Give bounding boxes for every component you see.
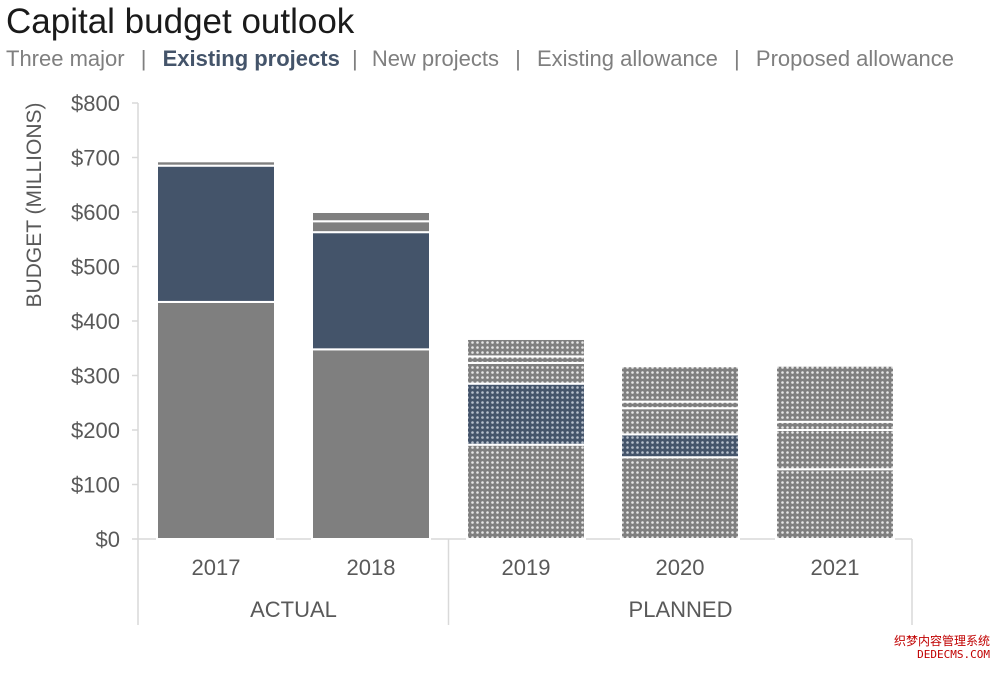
bar-segment-2018-proposed-allowance (311, 211, 431, 223)
bar-segment-2018-three-major (311, 348, 431, 540)
y-tick-label: $600 (71, 200, 120, 225)
bar-segment-2019-new-projects (466, 361, 586, 385)
bars (156, 160, 895, 540)
bar-segment-2020-proposed-allowance (620, 365, 740, 403)
bar-segment-2020-three-major (620, 456, 740, 540)
legend-separator: | (734, 46, 740, 71)
legend-item-proposed-allowance: Proposed allowance (755, 46, 955, 71)
bar-segment-2017-proposed-allowance (156, 160, 276, 167)
y-tick-label: $200 (71, 418, 120, 443)
x-tick-label: 2021 (811, 555, 860, 580)
watermark: 织梦内容管理系统 DEDECMS.COM (894, 634, 990, 662)
bar-segment-2020-new-projects (620, 407, 740, 436)
legend-item-three-major: Three major (6, 46, 125, 71)
group-label-actual: ACTUAL (250, 597, 337, 622)
x-tick-label: 2020 (656, 555, 705, 580)
legend-item-new-projects: New projects (371, 46, 499, 71)
bar-segment-2019-existing-projects (466, 382, 586, 446)
watermark-line1: 织梦内容管理系统 (893, 634, 990, 648)
legend-item-existing-allowance: Existing allowance (536, 46, 718, 71)
x-tick-label: 2017 (192, 555, 241, 580)
y-tick-label: $400 (71, 309, 120, 334)
bar-segment-2018-existing-allowance (311, 220, 431, 234)
legend-item-existing-projects: Existing projects (162, 46, 340, 71)
bar-segment-2017-existing-projects (156, 164, 276, 303)
bar-segment-2021-proposed-allowance (775, 364, 895, 423)
legend-separator: | (140, 46, 147, 71)
x-tick-label: 2019 (502, 555, 551, 580)
y-tick-label: $700 (71, 146, 120, 171)
group-label-planned: PLANNED (629, 597, 733, 622)
bar-segment-2017-three-major (156, 300, 276, 540)
legend-separator: | (515, 46, 521, 71)
y-tick-label: $100 (71, 473, 120, 498)
bar-segment-2021-new-projects (775, 429, 895, 471)
y-tick-label: $0 (96, 527, 120, 552)
y-tick-label: $800 (71, 91, 120, 116)
bar-segment-2019-proposed-allowance (466, 337, 586, 358)
y-tick-label: $300 (71, 364, 120, 389)
watermark-line2: DEDECMS.COM (917, 648, 990, 661)
bar-segment-2020-existing-projects (620, 433, 740, 459)
labels: $0 $100 $200 $300 $400 $500 $600 $700 $800 BUDGET… (23, 91, 859, 622)
bar-segment-2018-existing-projects (311, 231, 431, 351)
chart-title: Capital budget outlook (6, 2, 355, 41)
legend-separator: | (351, 46, 358, 71)
y-axis-title: BUDGET (MILLIONS) (23, 103, 46, 308)
bar-segment-2021-existing-allowance (775, 420, 895, 432)
legend: Three major | Existing projects | New pr… (6, 46, 954, 72)
bar-segment-2021-three-major (775, 468, 895, 540)
bar-segment-2019-three-major (466, 443, 586, 540)
y-tick-label: $500 (71, 255, 120, 280)
x-tick-label: 2018 (347, 555, 396, 580)
